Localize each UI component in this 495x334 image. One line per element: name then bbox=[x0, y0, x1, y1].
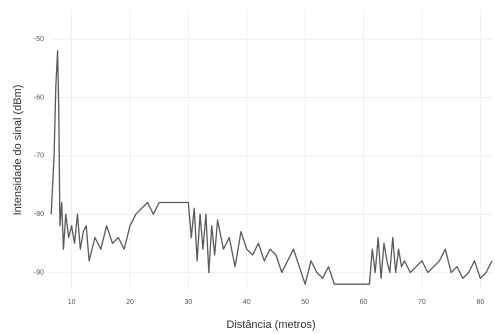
x-tick-label: 30 bbox=[184, 299, 192, 306]
y-tick-label: -50 bbox=[34, 36, 44, 43]
y-tick-label: -80 bbox=[34, 211, 44, 218]
y-axis-title: Intensidade do sinal (dBm) bbox=[12, 85, 24, 216]
signal-line bbox=[50, 50, 493, 285]
y-tick-label: -60 bbox=[34, 94, 44, 101]
x-tick-label: 70 bbox=[418, 299, 426, 306]
x-tick-label: 50 bbox=[301, 299, 309, 306]
x-axis-title: Distância (metros) bbox=[226, 319, 315, 331]
y-tick-label: -90 bbox=[34, 269, 44, 276]
x-tick-label: 60 bbox=[360, 299, 368, 306]
y-tick-label: -70 bbox=[34, 153, 44, 160]
x-tick-label: 10 bbox=[68, 299, 76, 306]
x-tick-label: 80 bbox=[476, 299, 484, 306]
x-tick-label: 40 bbox=[243, 299, 251, 306]
x-tick-label: 20 bbox=[126, 299, 134, 306]
